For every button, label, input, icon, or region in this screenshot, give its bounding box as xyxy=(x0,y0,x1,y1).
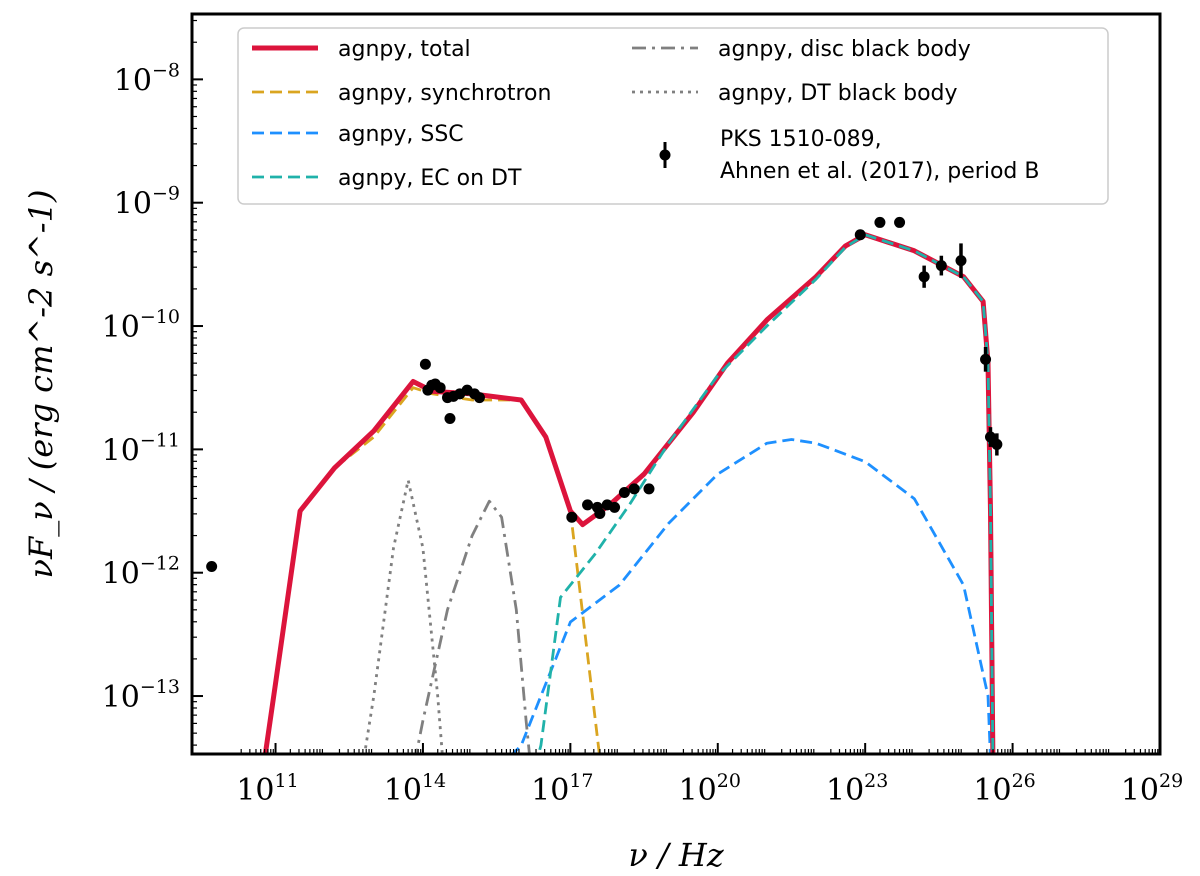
data-point xyxy=(419,358,431,370)
data-point xyxy=(628,483,640,495)
y-tick-label: 10−10 xyxy=(102,306,180,345)
data-point xyxy=(894,216,906,228)
legend-marker-swatch xyxy=(659,149,671,161)
data-point xyxy=(984,431,996,443)
data-point xyxy=(566,511,578,523)
data-point xyxy=(955,255,967,267)
legend-label: agnpy, SSC xyxy=(338,122,464,147)
y-axis-label: νF_ν / (erg cm^-2 s^-1) xyxy=(22,190,60,579)
legend-label: agnpy, DT black body xyxy=(718,81,958,106)
x-tick-label: 1011 xyxy=(236,770,298,808)
legend-box xyxy=(237,27,1109,205)
x-axis-label: ν / Hz xyxy=(628,836,724,874)
plot-frame xyxy=(190,12,1162,756)
legend-label: agnpy, synchrotron xyxy=(338,81,551,106)
y-tick-label: 10−11 xyxy=(102,429,180,468)
data-point xyxy=(918,271,930,283)
series-line-dt-black-body xyxy=(363,478,444,754)
series-line-ec-on-dt xyxy=(537,233,995,754)
legend: agnpy, total agnpy, synchrotron agnpy, SSC… xyxy=(237,27,1109,205)
data-point xyxy=(434,382,446,394)
series-line-disc-black-body xyxy=(414,499,531,754)
legend-label: agnpy, EC on DT xyxy=(338,166,522,191)
x-tick-label: 1017 xyxy=(531,770,593,808)
series-line-ssc xyxy=(510,438,992,754)
x-axis-ticks: 1011 1014 1017 1020 1023 1026 1029 xyxy=(236,743,1183,808)
legend-label: agnpy, total xyxy=(338,37,471,62)
legend-item-data: PKS 1510-089, Ahnen et al. (2017), perio… xyxy=(659,127,1039,184)
data-point xyxy=(609,501,621,513)
x-tick-label: 1029 xyxy=(1121,770,1183,808)
data-point xyxy=(582,499,594,511)
y-tick-label: 10−13 xyxy=(102,676,180,715)
data-point xyxy=(854,229,866,241)
y-tick-label: 10−12 xyxy=(102,553,180,592)
y-tick-label: 10−9 xyxy=(114,183,180,222)
y-axis-ticks: 10−13 10−12 10−11 10−10 10−9 10−8 xyxy=(102,19,203,746)
x-tick-label: 1026 xyxy=(973,770,1035,808)
legend-label-data-line1: PKS 1510-089, xyxy=(720,127,882,152)
data-point xyxy=(206,561,218,573)
data-point xyxy=(874,216,886,228)
x-tick-label: 1020 xyxy=(679,770,741,808)
data-point xyxy=(473,392,485,404)
x-tick-label: 1014 xyxy=(384,770,446,808)
data-point xyxy=(935,260,947,272)
data-point xyxy=(980,353,992,365)
data-points xyxy=(206,216,1003,573)
x-tick-label: 1023 xyxy=(826,770,888,808)
data-point xyxy=(643,483,655,495)
y-tick-label: 10−8 xyxy=(114,59,180,98)
legend-label: agnpy, disc black body xyxy=(718,37,971,62)
data-point xyxy=(991,438,1003,450)
data-point xyxy=(618,487,630,499)
data-point xyxy=(444,413,456,425)
legend-label-data-line2: Ahnen et al. (2017), period B xyxy=(720,159,1039,184)
data-point xyxy=(594,508,606,519)
legend-items: agnpy, total agnpy, synchrotron agnpy, SSC… xyxy=(252,37,971,191)
